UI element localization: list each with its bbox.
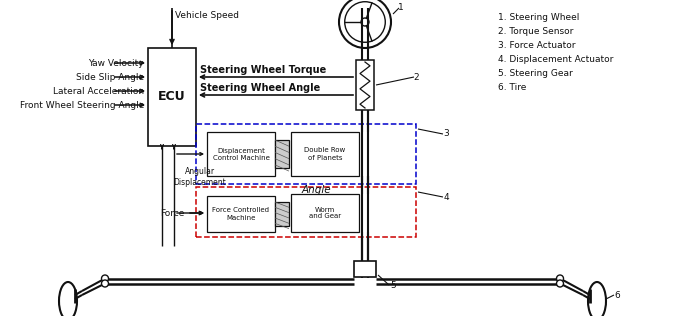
Circle shape — [556, 280, 564, 287]
Circle shape — [101, 275, 108, 282]
Text: Force Controlled
Machine: Force Controlled Machine — [212, 208, 269, 221]
Text: Front Wheel Steering Angle: Front Wheel Steering Angle — [20, 100, 144, 110]
Text: Double Row
of Planets: Double Row of Planets — [304, 148, 346, 161]
Text: Steering Wheel Torque: Steering Wheel Torque — [200, 65, 326, 75]
Bar — [207, 196, 275, 232]
Text: Lateral Acceleration: Lateral Acceleration — [53, 87, 144, 95]
Text: Angular
Displacement: Angular Displacement — [173, 167, 226, 187]
Bar — [196, 187, 416, 237]
Text: 5: 5 — [390, 281, 396, 289]
Text: Worm
and Gear: Worm and Gear — [309, 206, 341, 220]
Text: Steering Wheel Angle: Steering Wheel Angle — [200, 83, 321, 93]
Bar — [291, 132, 359, 176]
Bar — [354, 261, 376, 277]
Text: 1: 1 — [398, 3, 404, 13]
Text: 6. Tire: 6. Tire — [498, 83, 526, 93]
Bar — [148, 48, 196, 146]
Bar — [275, 140, 289, 168]
Bar — [275, 202, 289, 226]
Text: Force: Force — [160, 209, 185, 217]
Bar — [196, 124, 416, 184]
Text: 1. Steering Wheel: 1. Steering Wheel — [498, 14, 580, 22]
Text: Yaw Velocity: Yaw Velocity — [88, 58, 144, 68]
Text: 2. Torque Sensor: 2. Torque Sensor — [498, 27, 573, 37]
Text: Displacement
Control Machine: Displacement Control Machine — [212, 148, 269, 161]
Bar — [207, 132, 275, 176]
Text: 5. Steering Gear: 5. Steering Gear — [498, 70, 573, 78]
Text: 3. Force Actuator: 3. Force Actuator — [498, 41, 575, 51]
Text: 6: 6 — [614, 290, 620, 300]
Text: 3: 3 — [443, 130, 449, 138]
Bar — [356, 60, 374, 110]
Text: Side Slip Angle: Side Slip Angle — [76, 72, 144, 82]
Text: 4: 4 — [443, 192, 449, 202]
Text: 4. Displacement Actuator: 4. Displacement Actuator — [498, 56, 613, 64]
Text: ECU: ECU — [158, 90, 186, 104]
Text: Vehicle Speed: Vehicle Speed — [175, 10, 239, 20]
Bar — [291, 194, 359, 232]
Text: Angle: Angle — [301, 185, 331, 195]
Circle shape — [101, 280, 108, 287]
Text: 2: 2 — [413, 72, 419, 82]
Circle shape — [556, 275, 564, 282]
